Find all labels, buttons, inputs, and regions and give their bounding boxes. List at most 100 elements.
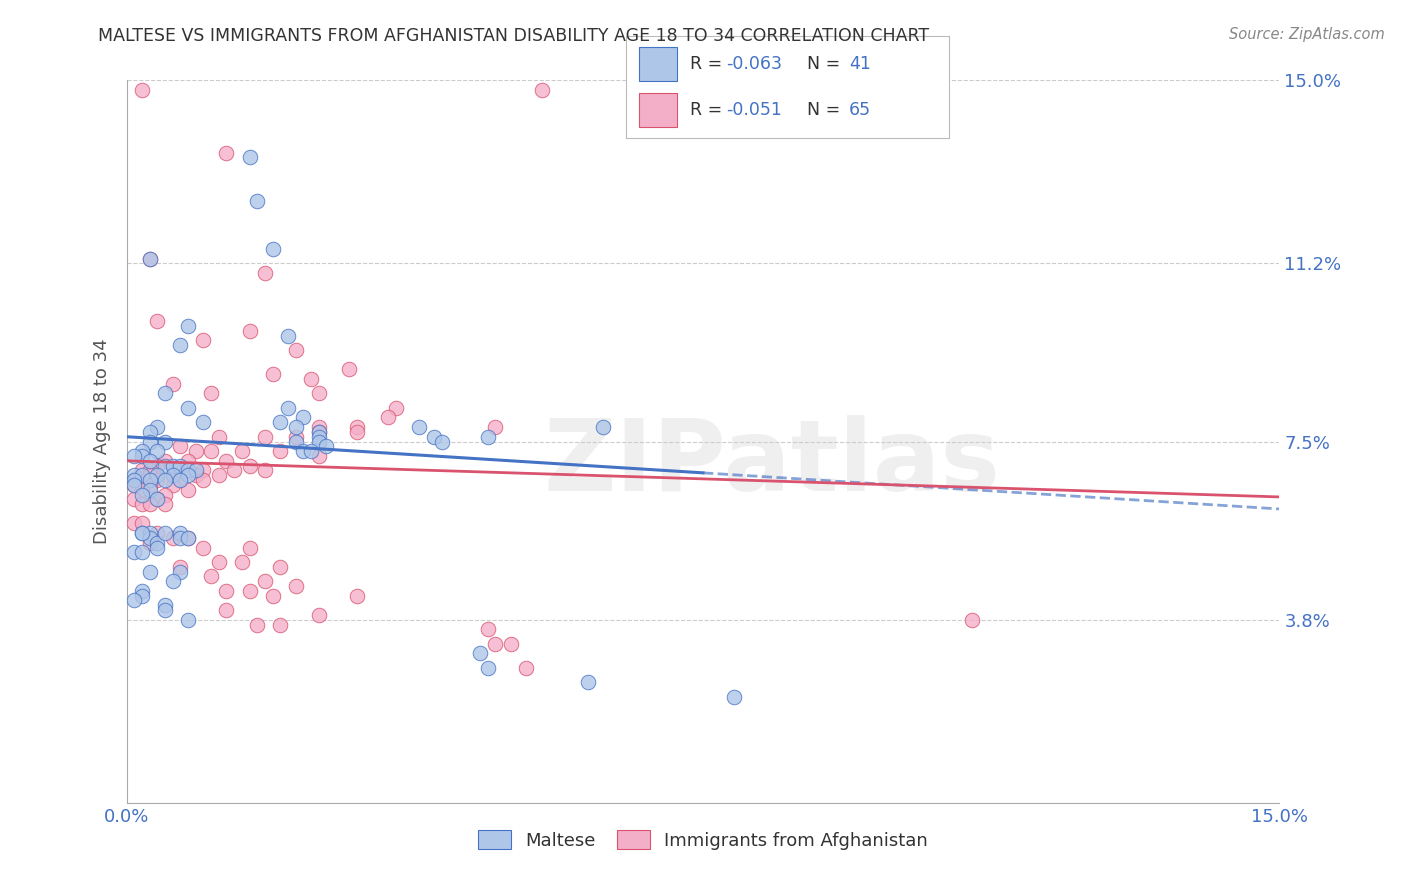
Point <box>138 483 160 497</box>
Point <box>153 497 176 511</box>
Point <box>299 444 322 458</box>
Point <box>269 444 291 458</box>
Point <box>138 497 160 511</box>
Point <box>131 468 153 483</box>
Point <box>146 468 169 483</box>
Point <box>215 145 238 160</box>
Point <box>153 473 176 487</box>
Point <box>169 526 191 541</box>
Point <box>146 444 169 458</box>
Point <box>184 444 207 458</box>
Point <box>377 410 399 425</box>
Point <box>131 83 153 97</box>
Point <box>162 574 184 589</box>
Point <box>122 478 145 492</box>
Point <box>423 430 446 444</box>
Point <box>138 468 160 483</box>
Point <box>131 463 153 477</box>
Point <box>138 473 160 487</box>
Point <box>200 444 222 458</box>
Point <box>339 362 361 376</box>
Text: 65: 65 <box>849 101 870 119</box>
Point <box>654 112 676 126</box>
Point <box>477 623 499 637</box>
Point <box>177 318 200 333</box>
Point <box>193 415 215 429</box>
Point <box>193 463 215 477</box>
Point <box>138 454 160 468</box>
Point <box>122 468 145 483</box>
Point <box>169 338 191 352</box>
Point <box>153 434 176 449</box>
Point <box>284 420 307 434</box>
Point <box>146 458 169 473</box>
Point <box>153 603 176 617</box>
Point <box>146 492 169 507</box>
Point <box>138 478 160 492</box>
Point <box>238 324 260 338</box>
Point <box>177 531 200 545</box>
Text: R =: R = <box>690 55 728 73</box>
Point <box>131 497 153 511</box>
Point <box>193 334 215 348</box>
Point <box>131 589 153 603</box>
Point <box>122 473 145 487</box>
Point <box>262 242 284 256</box>
FancyBboxPatch shape <box>638 47 678 81</box>
Point <box>138 425 160 439</box>
Text: MALTESE VS IMMIGRANTS FROM AFGHANISTAN DISABILITY AGE 18 TO 34 CORRELATION CHART: MALTESE VS IMMIGRANTS FROM AFGHANISTAN D… <box>98 27 929 45</box>
Point <box>184 463 207 477</box>
Point <box>224 463 246 477</box>
Text: N =: N = <box>807 55 845 73</box>
Point <box>723 690 745 704</box>
Point <box>208 430 231 444</box>
Point <box>169 458 191 473</box>
Point <box>308 430 330 444</box>
Point <box>200 569 222 583</box>
Point <box>238 583 260 598</box>
Point <box>153 458 176 473</box>
Point <box>122 593 145 607</box>
Text: R =: R = <box>690 101 728 119</box>
Point <box>515 661 537 675</box>
FancyBboxPatch shape <box>638 93 678 127</box>
Point <box>468 647 491 661</box>
Point <box>346 420 368 434</box>
Point <box>308 386 330 401</box>
Point <box>253 266 276 280</box>
Point <box>122 516 145 531</box>
Point <box>138 526 160 541</box>
Point <box>153 454 176 468</box>
Point <box>131 583 153 598</box>
Point <box>177 468 200 483</box>
Point <box>231 444 253 458</box>
Point <box>131 487 153 501</box>
Point <box>284 434 307 449</box>
Point <box>484 637 506 651</box>
Point <box>138 463 160 477</box>
Point <box>269 559 291 574</box>
Point <box>131 483 153 497</box>
Legend: Maltese, Immigrants from Afghanistan: Maltese, Immigrants from Afghanistan <box>470 822 936 859</box>
Text: ZIPatlas: ZIPatlas <box>544 415 1001 512</box>
Point <box>308 420 330 434</box>
Point <box>269 617 291 632</box>
Point <box>299 372 322 386</box>
Point <box>122 478 145 492</box>
Text: N =: N = <box>807 101 845 119</box>
Point <box>138 565 160 579</box>
Text: -0.063: -0.063 <box>725 55 782 73</box>
Point <box>184 468 207 483</box>
Point <box>146 473 169 487</box>
Point <box>131 444 153 458</box>
Point <box>122 492 145 507</box>
Point <box>284 430 307 444</box>
Point <box>169 559 191 574</box>
Point <box>138 535 160 549</box>
Text: -0.051: -0.051 <box>725 101 782 119</box>
Point <box>162 531 184 545</box>
Point <box>253 463 276 477</box>
Point <box>238 541 260 555</box>
Y-axis label: Disability Age 18 to 34: Disability Age 18 to 34 <box>93 339 111 544</box>
Point <box>308 607 330 622</box>
